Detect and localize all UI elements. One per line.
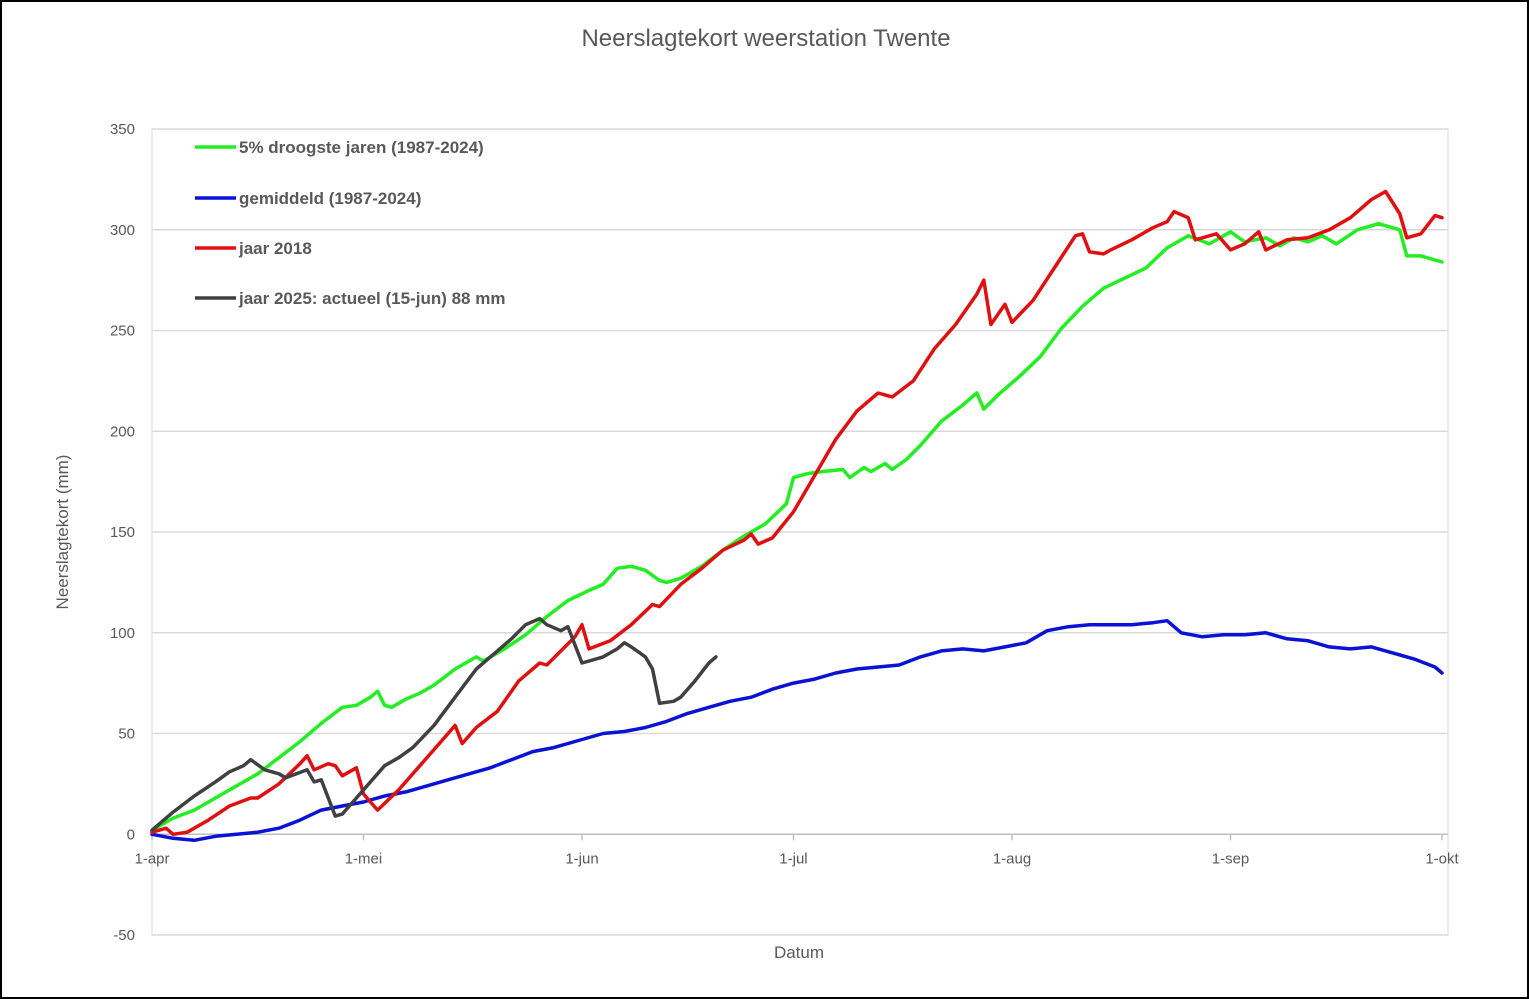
x-tick-label: 1-apr xyxy=(134,850,169,867)
x-axis: 1-apr 1-mei 1-jun 1-jul 1-aug 1-sep 1-okt xyxy=(134,833,1460,867)
x-tick-label: 1-jul xyxy=(779,850,807,867)
y-tick-label: -50 xyxy=(113,927,135,944)
y-tick-label: 300 xyxy=(110,222,135,239)
legend-label: 5% droogste jaren (1987-2024) xyxy=(239,138,484,157)
y-tick-label: 250 xyxy=(110,323,135,340)
legend-label: jaar 2018 xyxy=(238,239,312,258)
series-line xyxy=(150,221,1444,832)
y-axis-ticks: -50 0 50 100 150 200 250 300 350 xyxy=(110,121,135,944)
gridlines xyxy=(152,128,1448,936)
x-tick-label: 1-sep xyxy=(1212,850,1250,867)
y-tick-label: 200 xyxy=(110,423,135,440)
x-tick-label: 1-aug xyxy=(993,850,1031,867)
legend-label: jaar 2025: actueel (15-jun) 88 mm xyxy=(238,289,505,308)
legend-label: gemiddeld (1987-2024) xyxy=(239,189,421,208)
x-tick-label: 1-okt xyxy=(1425,850,1459,867)
x-tick-label: 1-mei xyxy=(345,850,383,867)
legend: 5% droogste jaren (1987-2024) gemiddeld (… xyxy=(195,138,505,308)
y-tick-label: 100 xyxy=(110,625,135,642)
series-line xyxy=(150,618,1444,843)
y-axis-title: Neerslagtekort (mm) xyxy=(53,455,72,610)
series-line xyxy=(150,189,1444,837)
chart-title: Neerslagtekort weerstation Twente xyxy=(581,25,950,52)
y-tick-label: 150 xyxy=(110,524,135,541)
x-tick-label: 1-jun xyxy=(565,850,598,867)
y-tick-label: 50 xyxy=(118,726,135,743)
y-tick-label: 350 xyxy=(110,121,135,138)
x-axis-title: Datum xyxy=(774,943,824,962)
series-line xyxy=(150,616,718,832)
series-lines xyxy=(150,189,1444,843)
y-tick-label: 0 xyxy=(127,826,135,843)
